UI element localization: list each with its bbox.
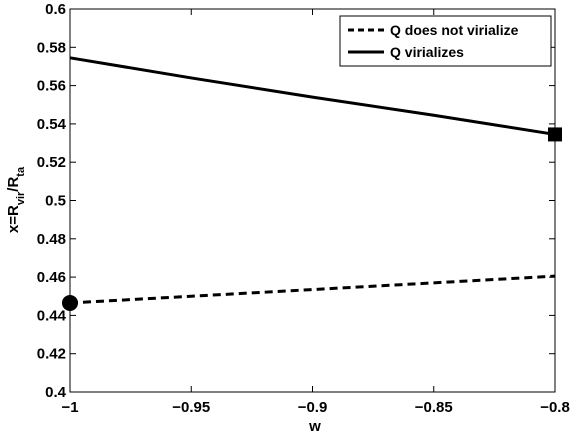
y-tick-label: 0.42 [37, 346, 66, 363]
square-marker [548, 127, 562, 142]
circle-marker [62, 294, 78, 311]
y-axis-label: x=Rvir/Rta [5, 166, 27, 233]
y-tick-label: 0.4 [45, 384, 67, 401]
y-tick-label: 0.5 [45, 193, 66, 210]
legend-box [339, 15, 552, 67]
y-tick-label: 0.52 [37, 154, 66, 171]
series-line-1 [69, 56, 556, 136]
y-tick-label: 0.48 [37, 231, 66, 248]
y-tick-label: 0.44 [37, 307, 67, 324]
y-tick-label: 0.6 [45, 1, 66, 18]
series-line-0 [69, 274, 556, 305]
y-tick-label: 0.56 [37, 78, 66, 95]
y-tick-label: 0.54 [37, 116, 67, 133]
x-axis-label: w [308, 418, 321, 435]
x-tick-label: −0.95 [172, 399, 210, 416]
x-tick-label: −0.9 [298, 399, 328, 416]
y-tick-label: 0.58 [37, 39, 66, 56]
legend-label-no-virialize: Q does not virialize [390, 22, 519, 38]
x-tick-label: −0.8 [540, 399, 570, 416]
x-tick-label: −1 [61, 399, 78, 416]
y-tick-label: 0.46 [37, 269, 66, 286]
legend: Q does not virialize Q virializes [339, 15, 552, 67]
legend-label-virializes: Q virializes [390, 44, 464, 60]
x-tick-label: −0.85 [415, 399, 453, 416]
